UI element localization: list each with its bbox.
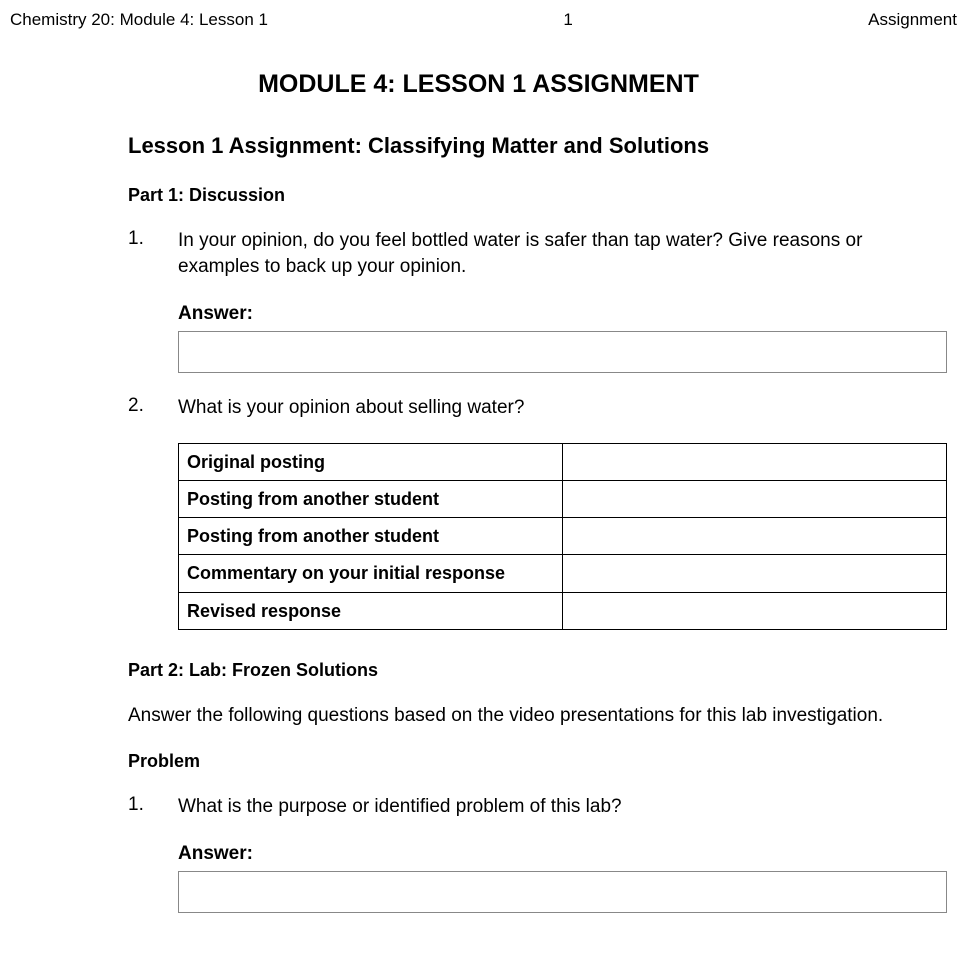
table-label-cell: Posting from another student — [179, 480, 563, 517]
question-text: In your opinion, do you feel bottled wat… — [178, 228, 947, 279]
question-text: What is your opinion about selling water… — [178, 395, 947, 421]
table-row: Revised response — [179, 592, 947, 629]
question-body: What is the purpose or identified proble… — [178, 794, 947, 913]
question-number: 2. — [128, 395, 178, 630]
part2-instruction: Answer the following questions based on … — [128, 703, 947, 729]
table-input-cell[interactable] — [563, 480, 947, 517]
question-body: What is your opinion about selling water… — [178, 395, 947, 630]
opinion-table: Original posting Posting from another st… — [178, 443, 947, 630]
header-page-number: 1 — [563, 10, 572, 30]
table-row: Original posting — [179, 443, 947, 480]
module-title: MODULE 4: LESSON 1 ASSIGNMENT — [10, 70, 947, 99]
table-input-cell[interactable] — [563, 592, 947, 629]
question-text: What is the purpose or identified proble… — [178, 794, 947, 820]
table-input-cell[interactable] — [563, 443, 947, 480]
table-label-cell: Commentary on your initial response — [179, 555, 563, 592]
answer-input-box[interactable] — [178, 331, 947, 373]
question-number: 1. — [128, 794, 178, 913]
header-left: Chemistry 20: Module 4: Lesson 1 — [10, 10, 268, 30]
part2-heading: Part 2: Lab: Frozen Solutions — [128, 660, 947, 681]
answer-label: Answer: — [178, 301, 947, 327]
answer-input-box[interactable] — [178, 871, 947, 913]
part1-heading: Part 1: Discussion — [128, 185, 947, 206]
page-header: Chemistry 20: Module 4: Lesson 1 1 Assig… — [10, 10, 957, 30]
part1-question-2: 2. What is your opinion about selling wa… — [128, 395, 947, 630]
page: Chemistry 20: Module 4: Lesson 1 1 Assig… — [0, 0, 967, 955]
problem-heading: Problem — [128, 751, 947, 772]
lesson-title: Lesson 1 Assignment: Classifying Matter … — [128, 133, 947, 159]
table-label-cell: Revised response — [179, 592, 563, 629]
table-label-cell: Original posting — [179, 443, 563, 480]
question-number: 1. — [128, 228, 178, 373]
question-body: In your opinion, do you feel bottled wat… — [178, 228, 947, 373]
table-row: Commentary on your initial response — [179, 555, 947, 592]
table-row: Posting from another student — [179, 480, 947, 517]
part1-question-1: 1. In your opinion, do you feel bottled … — [128, 228, 947, 373]
answer-label: Answer: — [178, 841, 947, 867]
header-right: Assignment — [868, 10, 957, 30]
table-row: Posting from another student — [179, 518, 947, 555]
content-area: MODULE 4: LESSON 1 ASSIGNMENT Lesson 1 A… — [10, 70, 957, 913]
table-input-cell[interactable] — [563, 555, 947, 592]
table-label-cell: Posting from another student — [179, 518, 563, 555]
table-input-cell[interactable] — [563, 518, 947, 555]
part2-question-1: 1. What is the purpose or identified pro… — [128, 794, 947, 913]
